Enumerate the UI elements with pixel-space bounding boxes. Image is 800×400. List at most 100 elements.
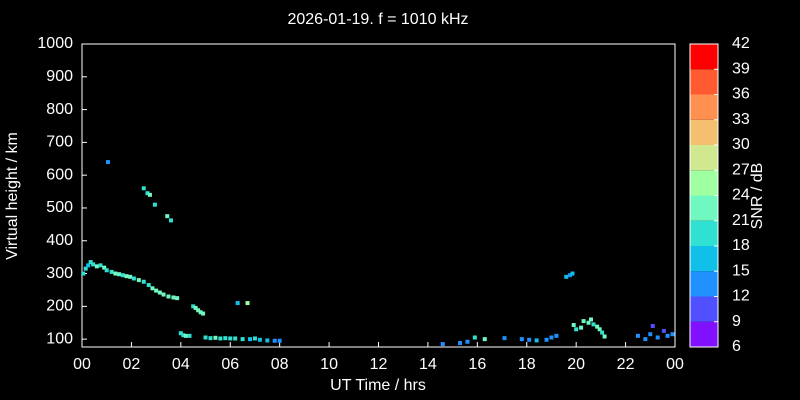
x-tick-label: 10: [320, 356, 338, 373]
data-point: [588, 317, 593, 322]
colorbar-tick-label: 24: [732, 187, 750, 204]
colorbar-band: [690, 246, 718, 272]
data-point: [117, 272, 122, 277]
colorbar-band: [690, 195, 718, 221]
data-point: [527, 337, 532, 342]
y-tick-label: 200: [46, 298, 73, 315]
data-point: [567, 273, 572, 278]
colorbar-band: [690, 321, 718, 347]
data-point: [277, 338, 282, 343]
data-point: [440, 342, 445, 347]
x-axis-label: UT Time / hrs: [330, 377, 426, 394]
data-point: [104, 268, 109, 273]
data-point: [574, 327, 579, 332]
colorbar-band: [690, 220, 718, 246]
x-tick-label: 18: [518, 356, 536, 373]
data-point: [635, 333, 640, 338]
data-point: [643, 337, 648, 342]
data-point: [183, 333, 188, 338]
data-point: [564, 274, 569, 279]
x-tick-label: 20: [567, 356, 585, 373]
data-point: [203, 335, 208, 340]
data-point: [519, 337, 524, 342]
data-point: [549, 335, 554, 340]
x-tick-label: 00: [73, 356, 91, 373]
data-point: [586, 320, 591, 325]
data-point: [257, 337, 262, 342]
y-tick-label: 900: [46, 68, 73, 85]
data-point: [81, 271, 86, 276]
data-point: [595, 324, 600, 329]
colorbar-band: [690, 296, 718, 322]
data-point: [91, 262, 96, 267]
data-point: [146, 283, 151, 288]
data-point: [157, 290, 162, 295]
colorbar-tick-label: 36: [732, 86, 750, 103]
data-point: [213, 335, 218, 340]
data-point: [98, 263, 103, 268]
data-point: [544, 337, 549, 342]
y-tick-label: 600: [46, 166, 73, 183]
plot-frame: [81, 43, 676, 348]
data-point: [248, 337, 253, 342]
colorbar-label: SNR / dB: [749, 163, 766, 230]
colorbar-tick-label: 39: [732, 60, 750, 77]
data-point: [120, 273, 125, 278]
x-tick-label: 16: [468, 356, 486, 373]
data-point: [648, 332, 653, 337]
colorbar-tick-label: 18: [732, 237, 750, 254]
data-point: [113, 271, 118, 276]
data-point: [579, 325, 584, 330]
colorbar-tick-label: 9: [732, 313, 741, 330]
x-tick-label: 02: [123, 356, 141, 373]
data-point: [235, 301, 240, 306]
data-point: [171, 295, 176, 300]
data-point: [570, 271, 575, 276]
data-point: [208, 336, 213, 341]
data-point: [141, 279, 146, 284]
colorbar-band: [690, 94, 718, 120]
data-point: [272, 338, 277, 343]
data-point: [201, 311, 206, 316]
data-point: [228, 336, 233, 341]
data-point: [124, 274, 129, 279]
x-tick-label: 04: [172, 356, 190, 373]
data-point: [161, 292, 166, 297]
data-point: [102, 265, 107, 270]
y-tick-label: 700: [46, 134, 73, 151]
data-point: [131, 276, 136, 281]
data-point: [218, 336, 223, 341]
data-point: [150, 286, 155, 291]
data-point: [147, 192, 152, 197]
data-point: [482, 337, 487, 342]
data-point: [670, 332, 675, 337]
data-point: [128, 274, 133, 279]
colorbar-band: [690, 119, 718, 145]
colorbar-tick-label: 33: [732, 111, 750, 128]
data-point: [233, 336, 238, 341]
data-point: [571, 323, 576, 328]
data-point: [152, 202, 157, 207]
colorbar-band: [690, 69, 718, 95]
data-point: [193, 305, 198, 310]
data-point: [591, 322, 596, 327]
y-tick-label: 400: [46, 232, 73, 249]
data-point: [109, 269, 114, 274]
data-point: [175, 296, 180, 301]
y-axis-label: Virtual height / km: [4, 132, 21, 260]
colorbar-band: [690, 170, 718, 196]
colorbar-tick-label: 27: [732, 161, 750, 178]
x-tick-label: 22: [617, 356, 635, 373]
colorbar-tick-label: 6: [732, 338, 741, 355]
x-tick-label: 12: [370, 356, 388, 373]
data-point: [650, 324, 655, 329]
colorbar-band: [690, 44, 718, 70]
data-point: [181, 333, 186, 338]
data-point: [94, 264, 99, 269]
colorbar-tick-label: 30: [732, 136, 750, 153]
data-point: [252, 336, 257, 341]
data-point: [154, 288, 159, 293]
y-tick-label: 500: [46, 199, 73, 216]
data-point: [581, 319, 586, 324]
data-point: [245, 301, 250, 306]
